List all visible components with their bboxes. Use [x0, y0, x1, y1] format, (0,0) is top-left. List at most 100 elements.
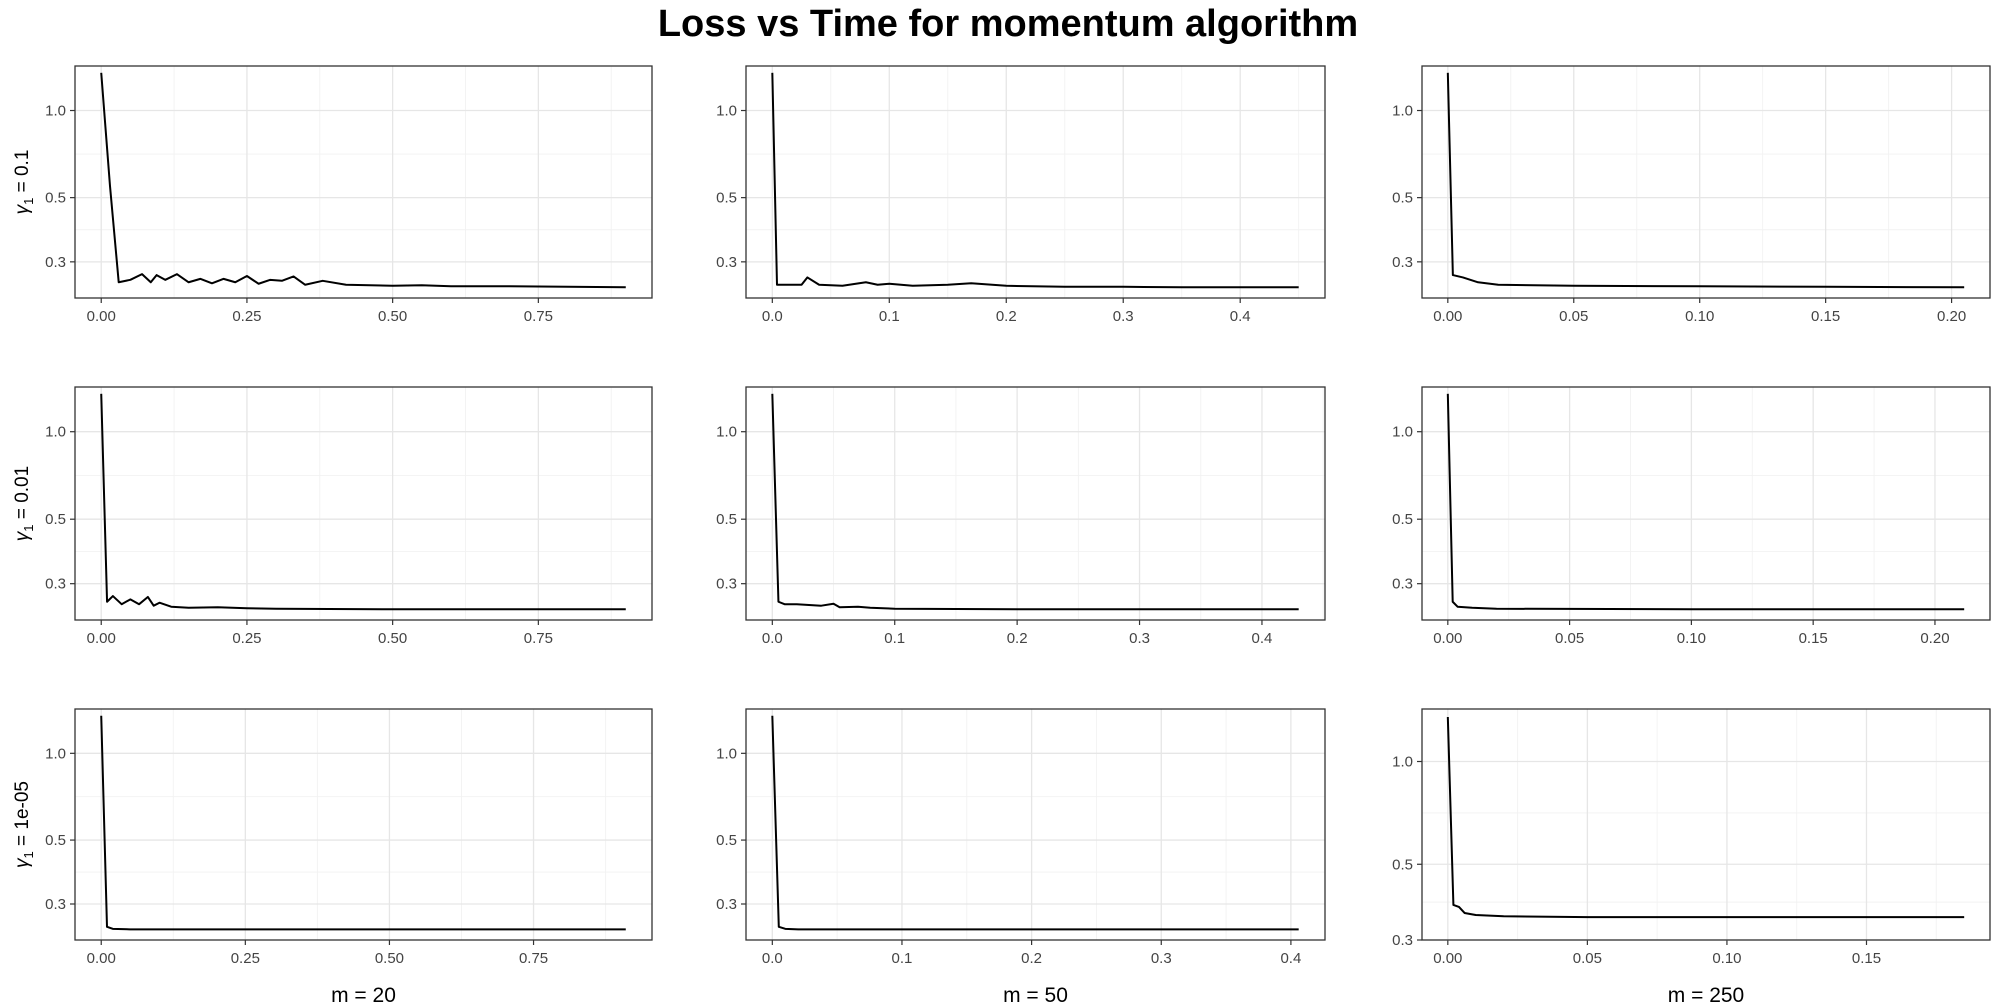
panel-r2-c3: 0.00 0.05 0.10 0.15 0.20 0.3 0.5 1.0: [1392, 386, 1991, 647]
x-tick-label: 0.2: [1007, 630, 1028, 647]
column-label-1: m = 20: [331, 984, 396, 1007]
x-tick-label: 0.2: [1021, 950, 1042, 967]
x-tick-label: 0.4: [1280, 950, 1301, 967]
panel-r2-c2: 0.0 0.1 0.2 0.3 0.4 0.3 0.5 1.0: [716, 386, 1326, 647]
x-tick-label: 0.0: [762, 950, 783, 967]
loss-series-line: [100, 393, 626, 611]
x-tick-label: 0.50: [378, 630, 407, 647]
panel-border: [1421, 386, 1991, 621]
panel-r1-c3: 0.00 0.05 0.10 0.15 0.20 0.3 0.5 1.0: [1392, 65, 1991, 325]
panel-border: [745, 708, 1326, 941]
panel-r2-c1: 0.00 0.25 0.50 0.75 0.3 0.5 1.0: [45, 386, 653, 647]
y-tick-label: 0.3: [716, 576, 737, 593]
y-tick-label: 0.5: [716, 511, 737, 528]
y-tick-label: 0.3: [1392, 576, 1413, 593]
column-label-3: m = 250: [1668, 984, 1744, 1007]
y-tick-label: 0.3: [45, 576, 66, 593]
panel-border: [74, 65, 653, 299]
y-tick-label: 1.0: [716, 745, 737, 762]
x-tick-label: 0.50: [375, 950, 404, 967]
y-tick-label: 1.0: [45, 745, 66, 762]
loss-series-line: [100, 72, 626, 289]
x-tick-label: 0.10: [1712, 950, 1741, 967]
x-tick-label: 0.0: [762, 308, 783, 325]
x-tick-label: 0.15: [1852, 950, 1881, 967]
loss-series-line: [100, 715, 626, 931]
y-tick-label: 0.5: [45, 511, 66, 528]
panel-r3-c3: 0.00 0.05 0.10 0.15 0.3 0.5 1.0: [1392, 708, 1991, 967]
x-tick-label: 0.75: [524, 308, 553, 325]
y-tick-label: 1.0: [716, 424, 737, 441]
y-tick-label: 1.0: [45, 424, 66, 441]
x-tick-label: 0.05: [1573, 950, 1602, 967]
y-tick-label: 1.0: [1392, 103, 1413, 120]
y-tick-label: 1.0: [1392, 754, 1413, 771]
panel-r3-c2: 0.0 0.1 0.2 0.3 0.4 0.3 0.5 1.0: [716, 708, 1326, 967]
y-tick-label: 0.5: [45, 190, 66, 207]
y-tick-label: 0.3: [1392, 254, 1413, 271]
loss-series-line: [771, 715, 1299, 931]
chart-title: Loss vs Time for momentum algorithm: [658, 3, 1358, 45]
row-label-3: γ1 = 1e-05: [12, 781, 36, 868]
panel-border: [1421, 708, 1991, 941]
x-tick-label: 0.1: [879, 308, 900, 325]
y-tick-label: 0.3: [716, 896, 737, 913]
panel-border: [745, 386, 1326, 621]
x-tick-label: 0.4: [1230, 308, 1251, 325]
panel-border: [74, 708, 653, 941]
panel-grid: 0.00 0.25 0.50 0.75 0.3 0.5 1.0 0.0 0.1 0.2 0.3 0.4…: [12, 65, 1991, 1007]
y-tick-label: 1.0: [716, 103, 737, 120]
x-tick-label: 0.3: [1129, 630, 1150, 647]
x-tick-label: 0.1: [884, 630, 905, 647]
x-tick-label: 0.1: [892, 950, 913, 967]
y-tick-label: 0.5: [1392, 190, 1413, 207]
x-tick-label: 0.10: [1685, 308, 1714, 325]
x-tick-label: 0.00: [87, 308, 116, 325]
panel-border: [74, 386, 653, 621]
loss-series-line: [1446, 716, 1965, 919]
x-tick-label: 0.00: [1433, 308, 1462, 325]
x-tick-label: 0.10: [1677, 630, 1706, 647]
x-tick-label: 0.0: [762, 630, 783, 647]
y-tick-label: 0.5: [1392, 856, 1413, 873]
x-tick-label: 0.25: [231, 950, 260, 967]
x-tick-label: 0.15: [1811, 308, 1840, 325]
x-tick-label: 0.4: [1252, 630, 1273, 647]
loss-series-line: [1446, 393, 1965, 611]
x-tick-label: 0.2: [996, 308, 1017, 325]
y-tick-label: 1.0: [1392, 424, 1413, 441]
loss-series-line: [1446, 72, 1965, 289]
x-tick-label: 0.20: [1920, 630, 1949, 647]
x-tick-label: 0.3: [1113, 308, 1134, 325]
x-tick-label: 0.15: [1799, 630, 1828, 647]
x-tick-label: 0.50: [378, 308, 407, 325]
x-tick-label: 0.25: [232, 308, 261, 325]
y-tick-label: 0.3: [1392, 932, 1413, 949]
x-tick-label: 0.75: [524, 630, 553, 647]
x-tick-label: 0.20: [1937, 308, 1966, 325]
y-tick-label: 0.5: [716, 832, 737, 849]
row-label-1: γ1 = 0.1: [12, 150, 36, 215]
panel-border: [745, 65, 1326, 299]
y-tick-label: 0.5: [1392, 511, 1413, 528]
y-tick-label: 1.0: [45, 103, 66, 120]
y-tick-label: 0.3: [45, 254, 66, 271]
panel-r1-c2: 0.0 0.1 0.2 0.3 0.4 0.3 0.5 1.0: [716, 65, 1326, 325]
panel-border: [1421, 65, 1991, 299]
y-tick-label: 0.5: [45, 832, 66, 849]
y-tick-label: 0.5: [716, 190, 737, 207]
x-tick-label: 0.05: [1559, 308, 1588, 325]
panel-r1-c1: 0.00 0.25 0.50 0.75 0.3 0.5 1.0: [45, 65, 653, 325]
x-tick-label: 0.25: [232, 630, 261, 647]
y-tick-label: 0.3: [716, 254, 737, 271]
y-tick-label: 0.3: [45, 896, 66, 913]
panel-r3-c1: 0.00 0.25 0.50 0.75 0.3 0.5 1.0: [45, 708, 653, 967]
column-label-2: m = 50: [1003, 984, 1068, 1007]
x-tick-label: 0.00: [87, 950, 116, 967]
x-tick-label: 0.00: [1433, 630, 1462, 647]
row-label-2: γ1 = 0.01: [12, 466, 36, 541]
x-tick-label: 0.00: [87, 630, 116, 647]
x-tick-label: 0.00: [1433, 950, 1462, 967]
x-tick-label: 0.3: [1151, 950, 1172, 967]
